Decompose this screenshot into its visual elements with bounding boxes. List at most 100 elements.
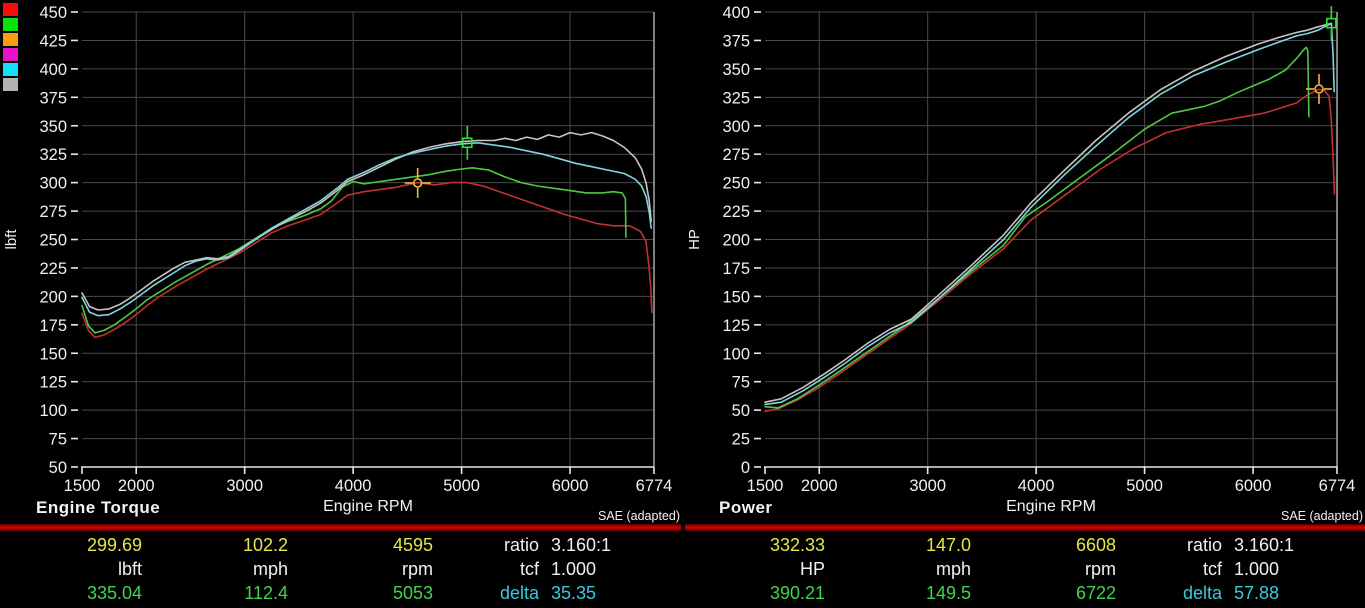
y-tick-label: 300 xyxy=(722,118,750,136)
y-tick-label: 400 xyxy=(722,4,750,22)
power-sae-note: SAE (adapted) xyxy=(1281,509,1363,523)
x-tick-label: 2000 xyxy=(118,477,155,495)
x-tick-label: 1500 xyxy=(64,477,101,495)
torque-titlebar: Engine Torque Engine RPM SAE (adapted) xyxy=(0,496,683,523)
x-tick-label: 2000 xyxy=(801,477,838,495)
torque-panel: 50 75 100 125 150 175 200 225 250 275 300 325 350 375… xyxy=(0,3,683,605)
y-axis-title: HP xyxy=(686,229,703,250)
ratio-value: 3.160:1 xyxy=(1234,534,1295,555)
x-tick-label: 6774 xyxy=(636,477,673,495)
y-tick-label: 350 xyxy=(39,118,67,136)
power-cyan-curve xyxy=(764,22,1336,406)
y-tick-label: 125 xyxy=(722,317,750,335)
cursor2-rpm-value: 6722 xyxy=(1075,582,1116,603)
y-tick-label: 25 xyxy=(732,431,750,449)
delta-label: delta xyxy=(499,582,539,603)
run-swatch-cyan[interactable] xyxy=(3,63,18,76)
y-tick-label: 75 xyxy=(49,431,67,449)
x-tick-label: 3000 xyxy=(226,477,263,495)
speed-unit-label: mph xyxy=(252,558,288,579)
cursor1-speed-value: 147.0 xyxy=(925,534,971,555)
y-tick-label: 200 xyxy=(722,232,750,250)
y-tick-label: 375 xyxy=(39,89,67,107)
run-swatch-green[interactable] xyxy=(3,18,18,31)
circle-cursor-marker xyxy=(412,178,423,188)
x-tick-label: 4000 xyxy=(1018,477,1055,495)
power-gray-curve xyxy=(764,22,1333,404)
square-cursor-marker xyxy=(1326,17,1337,29)
speed-unit-label: mph xyxy=(935,558,971,579)
y-tick-label: 375 xyxy=(722,32,750,50)
y-tick-label: 325 xyxy=(722,89,750,107)
power-panel: 0 25 50 75 100 125 150 175 200 225 250 275 300 325 350… xyxy=(683,0,1365,608)
readout-row: 335.04 112.4 5053 delta 35.35 xyxy=(0,581,683,605)
y-tick-label: 100 xyxy=(722,345,750,363)
red-divider-bar-left xyxy=(0,524,681,531)
ratio-label: ratio xyxy=(1186,534,1222,555)
delta-value: 57.88 xyxy=(1234,582,1280,603)
torque-xaxis-label: Engine RPM xyxy=(323,498,413,515)
tcf-label: tcf xyxy=(519,558,539,579)
y-tick-label: 175 xyxy=(722,260,750,278)
y-tick-label: 400 xyxy=(39,61,67,79)
y-tick-label: 450 xyxy=(39,4,67,22)
ratio-label: ratio xyxy=(503,534,539,555)
y-tick-label: 250 xyxy=(722,175,750,193)
readout-row: 390.21 149.5 6722 delta 57.88 xyxy=(683,581,1365,605)
y-tick-label: 175 xyxy=(39,317,67,335)
x-tick-label: 5000 xyxy=(443,477,480,495)
y-tick-label: 275 xyxy=(39,203,67,221)
power-titlebar: Power Engine RPM SAE (adapted) xyxy=(683,496,1365,523)
run-swatch-gray[interactable] xyxy=(3,78,18,91)
y-tick-label: 250 xyxy=(39,232,67,250)
delta-value: 35.35 xyxy=(551,582,597,603)
power-chart: 0 25 50 75 100 125 150 175 200 225 250 275 300 325 350… xyxy=(686,4,1356,495)
run-swatch-magenta[interactable] xyxy=(3,48,18,61)
power-green-curve xyxy=(764,46,1310,409)
torque-cyan-curve xyxy=(81,142,653,317)
cursor1-power-value: 332.33 xyxy=(769,534,825,555)
power-chart-title: Power xyxy=(719,498,773,517)
power-xaxis-label: Engine RPM xyxy=(1006,498,1096,515)
y-tick-label: 425 xyxy=(39,32,67,50)
y-axis-title: lbft xyxy=(3,229,20,250)
x-tick-label: 3000 xyxy=(909,477,946,495)
cursor1-speed-value: 102.2 xyxy=(242,534,288,555)
y-tick-label: 200 xyxy=(39,288,67,306)
readout-row: lbft mph rpm tcf 1.000 xyxy=(0,557,683,581)
torque-readout: 299.69 102.2 4595 ratio 3.160:1 lbft mph… xyxy=(0,533,683,605)
ratio-value: 3.160:1 xyxy=(551,534,612,555)
y-tick-label: 50 xyxy=(732,402,750,420)
run-swatch-orange[interactable] xyxy=(3,33,18,46)
square-cursor-marker xyxy=(462,137,473,149)
cursor2-torque-value: 335.04 xyxy=(86,582,142,603)
power-red-curve xyxy=(764,88,1336,413)
torque-green-curve xyxy=(81,167,627,334)
rpm-unit-label: rpm xyxy=(1085,558,1116,579)
red-divider-bar-right xyxy=(685,524,1365,531)
readout-row: HP mph rpm tcf 1.000 xyxy=(683,557,1365,581)
readout-row: 332.33 147.0 6608 ratio 3.160:1 xyxy=(683,533,1365,557)
cursor2-speed-value: 112.4 xyxy=(244,582,288,603)
y-tick-label: 350 xyxy=(722,61,750,79)
y-tick-label: 225 xyxy=(39,260,67,278)
cursor2-rpm-value: 5053 xyxy=(392,582,433,603)
x-tick-label: 1500 xyxy=(747,477,784,495)
torque-gray-curve xyxy=(81,131,653,311)
x-tick-label: 6774 xyxy=(1319,477,1356,495)
delta-label: delta xyxy=(1182,582,1222,603)
torque-chart-title: Engine Torque xyxy=(36,498,161,517)
x-tick-label: 4000 xyxy=(335,477,372,495)
cursor1-rpm-value: 6608 xyxy=(1075,534,1116,555)
run-legend xyxy=(3,3,18,93)
power-unit-label: HP xyxy=(799,558,825,579)
y-tick-label: 50 xyxy=(49,459,67,477)
rpm-unit-label: rpm xyxy=(402,558,433,579)
torque-chart: 50 75 100 125 150 175 200 225 250 275 300 325 350 375… xyxy=(3,4,673,495)
y-tick-label: 0 xyxy=(741,459,750,477)
run-swatch-red[interactable] xyxy=(3,3,18,16)
y-tick-label: 125 xyxy=(39,374,67,392)
circle-cursor-marker xyxy=(1314,84,1324,94)
cursor1-rpm-value: 4595 xyxy=(392,534,433,555)
